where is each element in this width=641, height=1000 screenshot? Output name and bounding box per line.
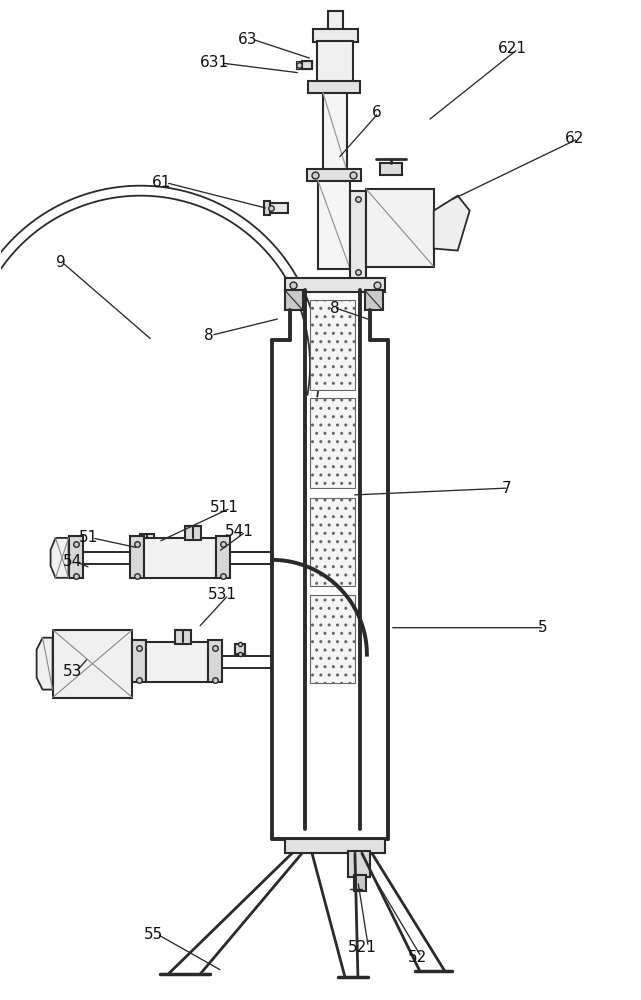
Bar	[302, 61, 312, 69]
Text: 55: 55	[144, 927, 163, 942]
Text: 6: 6	[372, 105, 381, 120]
Text: 52: 52	[408, 950, 427, 965]
Bar	[140, 534, 154, 548]
Bar	[310, 595, 355, 683]
Bar	[208, 640, 222, 682]
Text: 541: 541	[225, 524, 254, 539]
Bar	[268, 203, 288, 213]
Text: 8: 8	[204, 328, 214, 343]
Bar	[146, 642, 208, 682]
Text: 631: 631	[200, 55, 229, 70]
Bar	[133, 640, 146, 682]
Text: 51: 51	[79, 530, 98, 545]
Text: 9: 9	[56, 255, 65, 270]
Text: 53: 53	[63, 664, 82, 679]
Bar	[317, 41, 353, 83]
Bar	[307, 169, 361, 181]
Bar	[130, 536, 144, 578]
Bar	[350, 191, 366, 280]
Text: 8: 8	[330, 301, 340, 316]
Bar	[328, 11, 343, 31]
Polygon shape	[434, 196, 470, 251]
Text: 54: 54	[63, 554, 82, 569]
Bar	[354, 875, 366, 891]
Bar	[313, 29, 358, 42]
Bar	[285, 290, 303, 310]
Bar	[216, 536, 230, 578]
Bar	[318, 181, 350, 269]
Bar	[323, 93, 347, 171]
Text: 621: 621	[497, 41, 527, 56]
Bar	[144, 538, 216, 578]
Bar	[310, 300, 355, 390]
Polygon shape	[51, 538, 69, 578]
Bar	[380, 163, 402, 175]
Bar	[69, 536, 83, 578]
Bar	[285, 839, 385, 853]
Bar	[310, 498, 355, 586]
Text: 531: 531	[208, 587, 237, 602]
Bar	[53, 630, 133, 698]
Text: 61: 61	[153, 175, 172, 190]
Bar	[264, 201, 270, 215]
Text: 521: 521	[348, 940, 377, 955]
Text: 7: 7	[502, 481, 512, 496]
Bar	[348, 851, 370, 877]
Text: 62: 62	[565, 131, 584, 146]
Bar	[308, 81, 360, 93]
Text: 5: 5	[538, 620, 547, 635]
Text: 511: 511	[210, 500, 239, 515]
Text: 63: 63	[238, 32, 258, 47]
Bar	[310, 398, 355, 488]
Bar	[176, 630, 191, 644]
Bar	[365, 290, 383, 310]
Bar	[185, 526, 201, 540]
Bar	[285, 278, 385, 292]
Bar	[366, 189, 434, 267]
Polygon shape	[37, 638, 53, 690]
Bar	[235, 644, 245, 654]
